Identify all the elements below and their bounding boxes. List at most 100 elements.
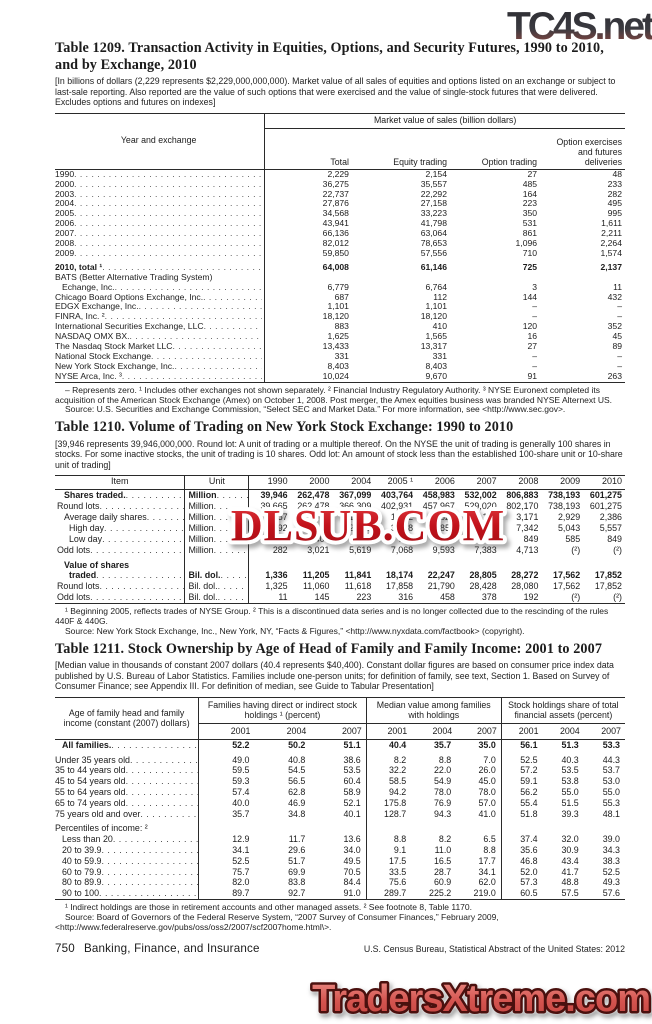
value-cell: 57.5 — [561, 888, 579, 899]
column-header: 2000 — [309, 476, 330, 487]
value-cell: 52.5 — [198, 855, 255, 867]
table-1209: Year and exchange Market value of sales … — [55, 112, 625, 383]
table-1209-title: Table 1209. Transaction Activity in Equi… — [55, 40, 604, 73]
value-cell: 39.3 — [561, 808, 579, 819]
table-row: 35 to 44 years old59.5 54.5 53.5 32.2 22.0 26… — [55, 765, 625, 777]
column-spanner: Market value of sales (billion dollars) — [264, 113, 625, 129]
value-cell — [255, 819, 311, 834]
table-row: National Stock Exchange 331 331 – – — [55, 352, 625, 362]
table-row: Low dayMillion57 403 509 694 797 917 849 585 849 — [55, 533, 625, 545]
source-text: Source: Board of Governors of the Federa… — [55, 911, 499, 932]
value-cell: 3,853 — [432, 522, 455, 533]
value-cell: 1,561 — [307, 522, 330, 533]
table-row: International Securities Exchange, LLC 88… — [55, 322, 625, 333]
row-label-cell: 2006 — [55, 219, 266, 230]
value-cell: 2,690 — [349, 522, 372, 533]
value-cell: 40.3 — [561, 754, 579, 765]
value-cell: 22,737 — [322, 189, 349, 199]
value-cell: 11 — [613, 282, 622, 292]
value-cell: 282 — [248, 544, 291, 556]
table-row: Value of shares — [55, 555, 625, 571]
value-cell: 687 — [334, 292, 349, 302]
value-cell: 601,275 — [589, 501, 622, 512]
value-cell: 112 — [433, 292, 447, 302]
value-cell: 849 — [607, 533, 622, 544]
value-cell: 13,317 — [420, 342, 447, 352]
table-row: BATS (Better Alternative Trading System) — [55, 272, 625, 283]
unit-cell: Million — [184, 533, 249, 545]
value-cell: 5,505 — [474, 522, 497, 533]
value-cell: 352 — [607, 322, 622, 332]
value-cell: 35.0 — [478, 739, 496, 750]
value-cell: 223 — [356, 592, 372, 603]
row-label-cell: 45 to 54 years old — [55, 776, 199, 787]
value-cell: 28,428 — [469, 581, 497, 592]
value-cell: 51.3 — [561, 739, 579, 750]
value-cell: 83.8 — [288, 877, 306, 888]
row-label-cell: 2008 — [55, 239, 266, 249]
value-cell: 57.2 — [500, 765, 543, 777]
header-row: 2001 2004 2007 2001 2004 2007 2001 2004 … — [55, 723, 625, 740]
value-cell: – — [617, 312, 622, 322]
column-header: 2004 — [286, 726, 307, 737]
unit-cell: Bil. dol. — [184, 581, 249, 593]
value-cell: 292 — [248, 522, 291, 534]
table-row: 2000 36,275 35,557 485 233 — [55, 179, 625, 190]
unit-cell: Million — [184, 501, 249, 512]
footnote-text: – Represents zero. ¹ Includes other exch… — [55, 384, 613, 405]
value-cell: 5,619 — [349, 544, 372, 555]
value-cell: 84.4 — [343, 877, 361, 888]
value-cell: 725 — [522, 261, 538, 272]
value-cell — [541, 556, 583, 571]
page-number: 750 — [55, 942, 75, 956]
value-cell: 532,002 — [464, 490, 497, 501]
value-cell: 11 — [248, 592, 291, 604]
value-cell: 21,790 — [427, 581, 455, 592]
value-cell: 91 — [527, 371, 538, 381]
value-cell: 49.3 — [602, 877, 620, 888]
value-cell — [352, 273, 450, 283]
value-cell: 33,223 — [420, 209, 447, 219]
table-1209-footnotes: – Represents zero. ¹ Includes other exch… — [55, 384, 625, 415]
value-cell: 1,042 — [307, 511, 330, 522]
table-row: 2004 27,876 27,158 223 495 — [55, 199, 625, 210]
value-cell: 8,403 — [327, 361, 349, 371]
table-row: Shares traded.Million39,946 262,478 367,09… — [55, 489, 625, 502]
value-cell: 350 — [522, 209, 538, 219]
column-header: 2007 — [341, 726, 362, 737]
value-cell: 27 — [527, 169, 538, 179]
row-label-cell: Echange, Inc. — [55, 282, 266, 293]
table-row: tradedBil. dol.1,336 11,205 11,841 18,174 22… — [55, 570, 625, 582]
value-cell: 331 — [334, 352, 349, 361]
value-cell: 38.3 — [602, 855, 620, 866]
value-cell: 144 — [522, 292, 538, 302]
value-cell: 64,008 — [322, 261, 349, 272]
value-cell: 46.8 — [500, 855, 543, 867]
page-footer-left: 750 Banking, Finance, and Insurance — [55, 942, 260, 955]
value-cell: 82.0 — [198, 877, 255, 889]
value-cell — [458, 556, 500, 571]
value-cell — [291, 556, 333, 571]
value-cell: 53.3 — [602, 739, 620, 750]
row-label-cell: 2000 — [55, 179, 266, 190]
table-row: Percentiles of income: ² — [55, 819, 625, 835]
unit-cell: Million — [184, 489, 249, 502]
row-label-cell: 80 to 89.9 — [55, 877, 199, 888]
value-cell: 58.5 — [365, 776, 412, 788]
value-cell: 52.2 — [198, 739, 255, 751]
table-1210: Item Unit 1990 2000 2004 2005 ¹ 2006 200… — [55, 475, 625, 605]
value-cell: 41,798 — [420, 219, 447, 229]
value-cell: (²) — [613, 544, 622, 555]
value-cell: 26.0 — [478, 765, 496, 776]
value-cell: – — [617, 352, 622, 361]
value-cell: 59.3 — [198, 776, 255, 788]
value-cell: 91.0 — [343, 888, 361, 899]
column-group-header: Families having direct or indirect stock… — [198, 697, 367, 725]
value-cell: 16.5 — [433, 855, 452, 866]
value-cell: 1,574 — [600, 248, 622, 258]
value-cell — [450, 273, 540, 283]
value-cell: 28,080 — [511, 581, 539, 592]
value-cell: – — [532, 361, 538, 371]
table-row: Odd lotsMillion282 3,021 5,619 7,068 9,593 7,… — [55, 544, 625, 556]
value-cell — [584, 819, 625, 834]
